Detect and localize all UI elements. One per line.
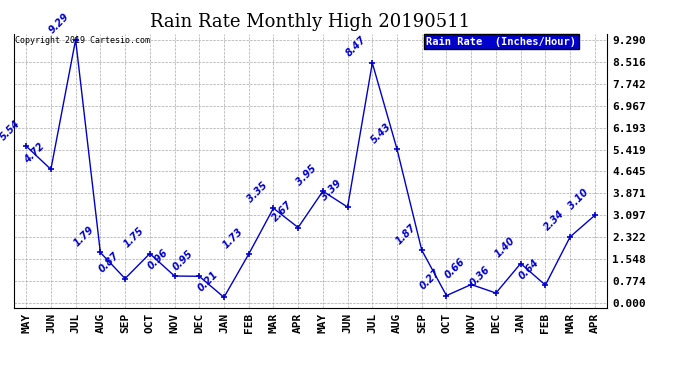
Text: 5.54: 5.54 xyxy=(0,118,22,142)
Text: 9.29: 9.29 xyxy=(48,12,72,36)
Text: 1.75: 1.75 xyxy=(121,225,146,249)
Text: 0.21: 0.21 xyxy=(196,269,220,293)
Text: 0.27: 0.27 xyxy=(418,267,442,291)
Text: 3.35: 3.35 xyxy=(245,180,269,204)
Text: 1.73: 1.73 xyxy=(221,226,244,250)
Text: 1.79: 1.79 xyxy=(72,224,96,248)
Text: 3.95: 3.95 xyxy=(295,163,319,187)
Text: 3.39: 3.39 xyxy=(319,179,344,203)
Text: Rain Rate  (Inches/Hour): Rain Rate (Inches/Hour) xyxy=(426,36,576,46)
Text: 3.10: 3.10 xyxy=(566,187,591,211)
Text: 0.64: 0.64 xyxy=(518,257,541,281)
Text: 0.95: 0.95 xyxy=(171,248,195,272)
Text: 4.72: 4.72 xyxy=(23,141,47,165)
Text: Copyright 2019 Cartesio.com: Copyright 2019 Cartesio.com xyxy=(15,36,150,45)
Text: 0.66: 0.66 xyxy=(443,256,467,280)
Text: 8.47: 8.47 xyxy=(344,35,368,59)
Text: 1.87: 1.87 xyxy=(393,222,417,246)
Text: 0.36: 0.36 xyxy=(468,265,492,289)
Text: 2.34: 2.34 xyxy=(542,209,566,233)
Text: 0.96: 0.96 xyxy=(146,248,170,272)
Title: Rain Rate Monthly High 20190511: Rain Rate Monthly High 20190511 xyxy=(150,13,471,31)
Text: 2.67: 2.67 xyxy=(270,199,294,223)
Text: 0.87: 0.87 xyxy=(97,251,121,274)
Text: 5.43: 5.43 xyxy=(369,121,393,145)
Text: 1.40: 1.40 xyxy=(493,236,517,260)
